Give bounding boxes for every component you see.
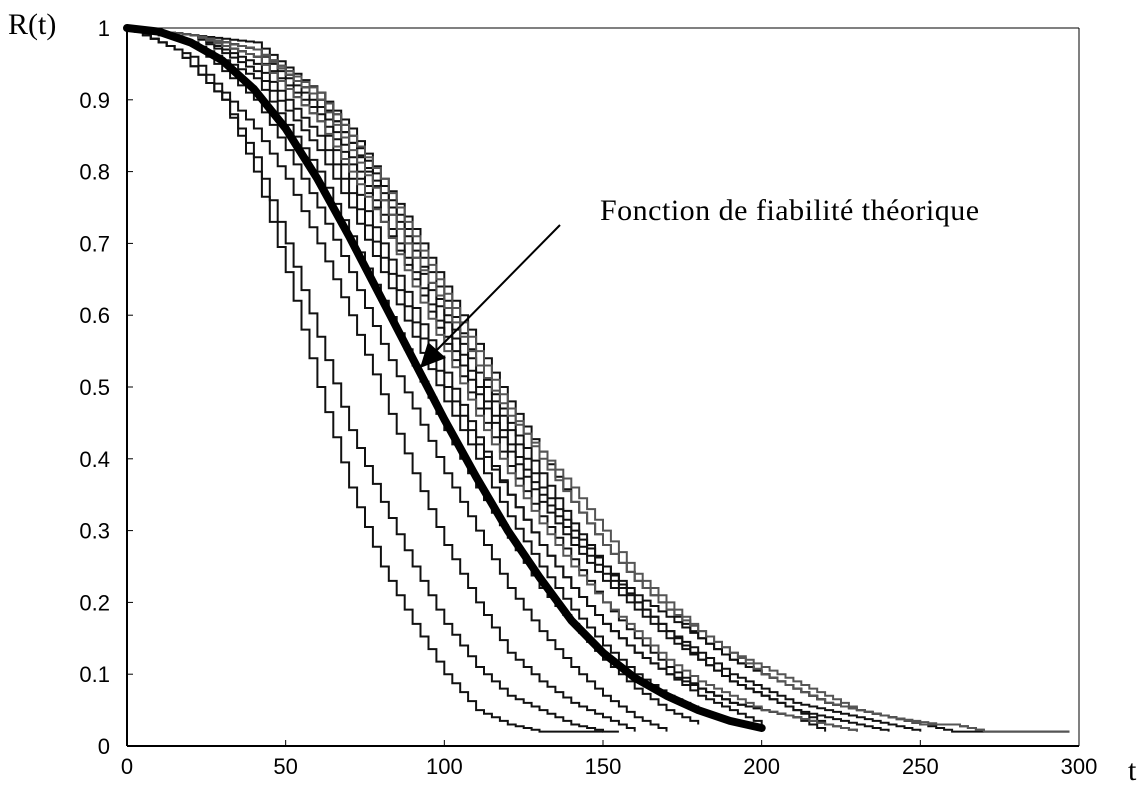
x-axis-title: t — [1128, 754, 1137, 785]
annotation: Fonction de fiabilité théorique — [420, 194, 980, 368]
empirical-step-curve — [127, 27, 984, 733]
x-tick-label: 200 — [743, 754, 780, 779]
empirical-step-curve — [127, 27, 1070, 733]
y-tick-label: 0.7 — [79, 231, 110, 256]
empirical-step-curve — [127, 27, 858, 732]
y-tick-label: 0.9 — [79, 88, 110, 113]
empirical-step-curve — [127, 27, 668, 732]
y-tick-label: 1 — [98, 16, 110, 41]
ticks-layer: 0 50 100 150 200 250 300 0 0.1 0.2 0.3 0.4 0.5 0.6 0.7… — [79, 16, 1097, 779]
y-tick-label: 0 — [98, 734, 110, 759]
annotation-label: Fonction de fiabilité théorique — [600, 194, 980, 227]
empirical-step-curve — [127, 27, 619, 733]
x-tick-label: 100 — [426, 754, 463, 779]
x-tick-label: 150 — [585, 754, 622, 779]
x-tick-label: 300 — [1061, 754, 1098, 779]
y-tick-label: 0.5 — [79, 375, 110, 400]
y-tick-label: 0.3 — [79, 519, 110, 544]
y-axis-title: R(t) — [8, 8, 56, 41]
x-tick-label: 50 — [273, 754, 297, 779]
empirical-step-curve — [127, 27, 890, 732]
x-tick-label: 250 — [902, 754, 939, 779]
empirical-step-curve — [127, 27, 1070, 733]
y-tick-label: 0.2 — [79, 590, 110, 615]
empirical-step-curve — [127, 27, 636, 732]
empirical-step-curve — [127, 27, 603, 733]
series-layer — [123, 24, 1070, 733]
annotation-arrowhead — [420, 342, 446, 368]
empirical-step-curve — [127, 27, 731, 725]
y-tick-label: 0.8 — [79, 160, 110, 185]
y-tick-label: 0.1 — [79, 662, 110, 687]
x-tick-label: 0 — [121, 754, 133, 779]
y-tick-label: 0.6 — [79, 303, 110, 328]
theoretical-reliability-curve — [123, 24, 766, 732]
plot-area: 0 50 100 150 200 250 300 0 0.1 0.2 0.3 0.4 0.5 0.6 0.7… — [79, 16, 1097, 779]
y-tick-label: 0.4 — [79, 447, 110, 472]
annotation-arrow-line — [431, 224, 561, 356]
